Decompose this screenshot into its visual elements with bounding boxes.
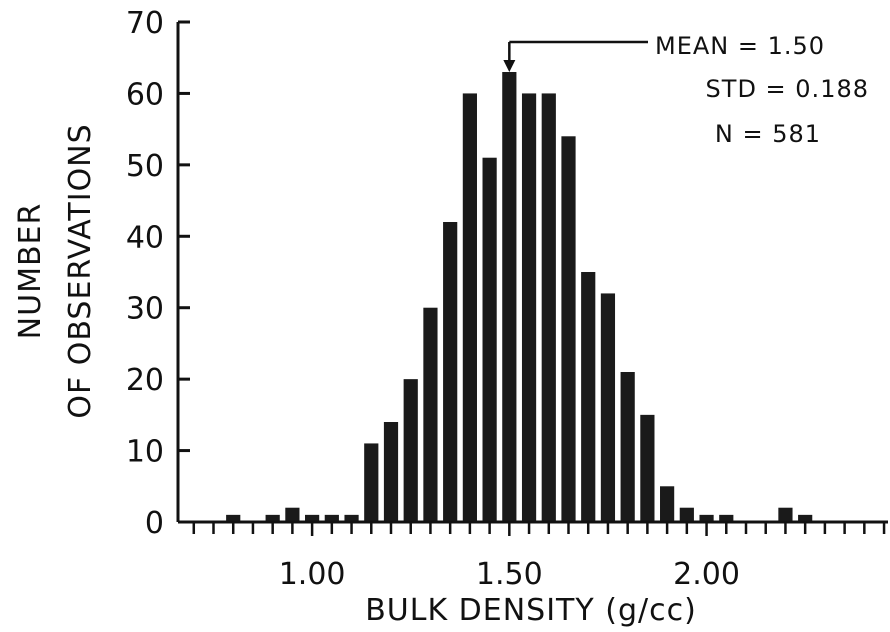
bar xyxy=(581,272,596,522)
bar xyxy=(462,93,477,523)
mean-label: MEAN = 1.50 xyxy=(655,32,825,60)
bar xyxy=(561,136,576,523)
y-tick-label: 70 xyxy=(126,6,164,41)
bar xyxy=(660,486,675,522)
y-tick-label: 10 xyxy=(126,435,164,470)
bar xyxy=(778,507,793,522)
bar xyxy=(482,157,497,522)
y-axis-label-group: NUMBER OF OBSERVATIONS xyxy=(13,123,98,418)
x-tick-label: 1.00 xyxy=(279,557,346,592)
bar xyxy=(305,514,320,522)
bar xyxy=(600,293,616,522)
y-tick-label: 40 xyxy=(126,220,164,255)
y-tick-label: 50 xyxy=(126,149,164,184)
std-label: STD = 0.188 xyxy=(706,75,869,103)
bars-group xyxy=(226,72,813,523)
axes-group xyxy=(176,22,888,524)
bar xyxy=(521,93,537,523)
stats-annotation: MEAN = 1.50 STD = 0.188 N = 581 xyxy=(503,32,869,148)
y-ticks-group: 0 10 20 30 40 50 60 70 xyxy=(126,6,190,541)
bar xyxy=(443,222,458,522)
y-tick-label: 60 xyxy=(126,77,164,112)
bar xyxy=(699,514,714,522)
x-ticks-group: 1.00 1.50 2.00 xyxy=(192,522,886,592)
bar xyxy=(502,72,517,522)
n-label: N = 581 xyxy=(715,120,821,148)
bar xyxy=(265,514,280,522)
y-axis-label-line-1: NUMBER xyxy=(13,203,48,340)
bar xyxy=(679,507,694,522)
bar xyxy=(719,514,734,522)
bar xyxy=(226,514,241,522)
bar xyxy=(541,93,556,523)
bar xyxy=(285,507,300,522)
bar xyxy=(344,514,359,522)
bar xyxy=(403,379,418,522)
bar xyxy=(423,307,438,522)
x-tick-label: 2.00 xyxy=(673,557,740,592)
mean-arrowhead xyxy=(503,60,516,72)
bar xyxy=(798,514,813,522)
bar xyxy=(640,414,655,522)
x-tick-label: 1.50 xyxy=(476,557,543,592)
bar xyxy=(364,443,379,522)
y-tick-label: 0 xyxy=(145,506,164,541)
x-axis-label: BULK DENSITY (g/cc) xyxy=(365,593,697,628)
bar xyxy=(620,372,635,522)
bar xyxy=(324,514,339,522)
y-axis-label-line-2: OF OBSERVATIONS xyxy=(63,123,98,418)
bar xyxy=(383,422,399,522)
y-tick-label: 20 xyxy=(126,363,164,398)
y-tick-label: 30 xyxy=(126,292,164,327)
